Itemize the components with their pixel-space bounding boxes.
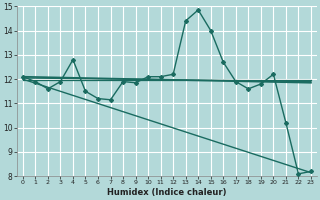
X-axis label: Humidex (Indice chaleur): Humidex (Indice chaleur)	[107, 188, 227, 197]
